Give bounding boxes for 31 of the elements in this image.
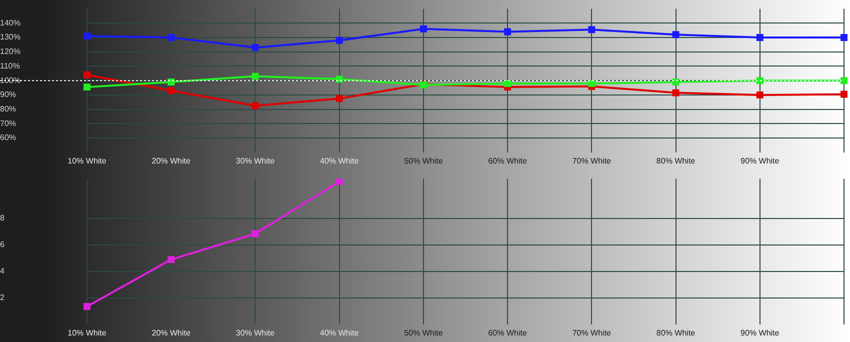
y-tick-label: 4 [0,266,5,276]
y-tick-label: 130% [0,32,20,42]
x-tick-label: 60% White [488,156,528,166]
x-tick-label: 10% White [68,156,107,166]
x-tick-label: 70% White [572,156,612,166]
x-tick-label: 10% White [68,328,107,338]
y-tick-label: 8 [0,214,5,223]
x-tick-label: 80% White [656,156,696,166]
x-tick-label: 50% White [404,156,444,166]
y-tick-label: 100% [0,76,20,85]
x-tick-label: 40% White [320,328,360,338]
x-tick-label: 90% White [740,156,780,166]
y-tick-label: 120% [0,47,20,56]
y-tick-label: 90% [0,90,16,100]
x-tick-label: 20% White [152,328,191,338]
y-tick-label: 140% [0,18,20,28]
x-tick-label: 90% White [740,328,780,338]
y-tick-label: 60% [0,133,16,142]
x-tick-label: 50% White [404,328,444,338]
x-tick-label: 30% White [236,328,276,338]
y-tick-label: 110% [0,61,20,70]
y-tick-label: 70% [0,118,16,128]
y-tick-label: 2 [0,293,5,302]
y-tick-label: 80% [0,104,16,114]
x-tick-label: 30% White [236,156,276,166]
x-tick-label: 20% White [152,156,191,166]
x-tick-label: 60% White [488,328,528,338]
x-tick-label: 70% White [572,328,612,338]
x-tick-label: 80% White [656,328,696,338]
y-tick-label: 6 [0,240,5,250]
x-tick-label: 40% White [320,156,360,166]
